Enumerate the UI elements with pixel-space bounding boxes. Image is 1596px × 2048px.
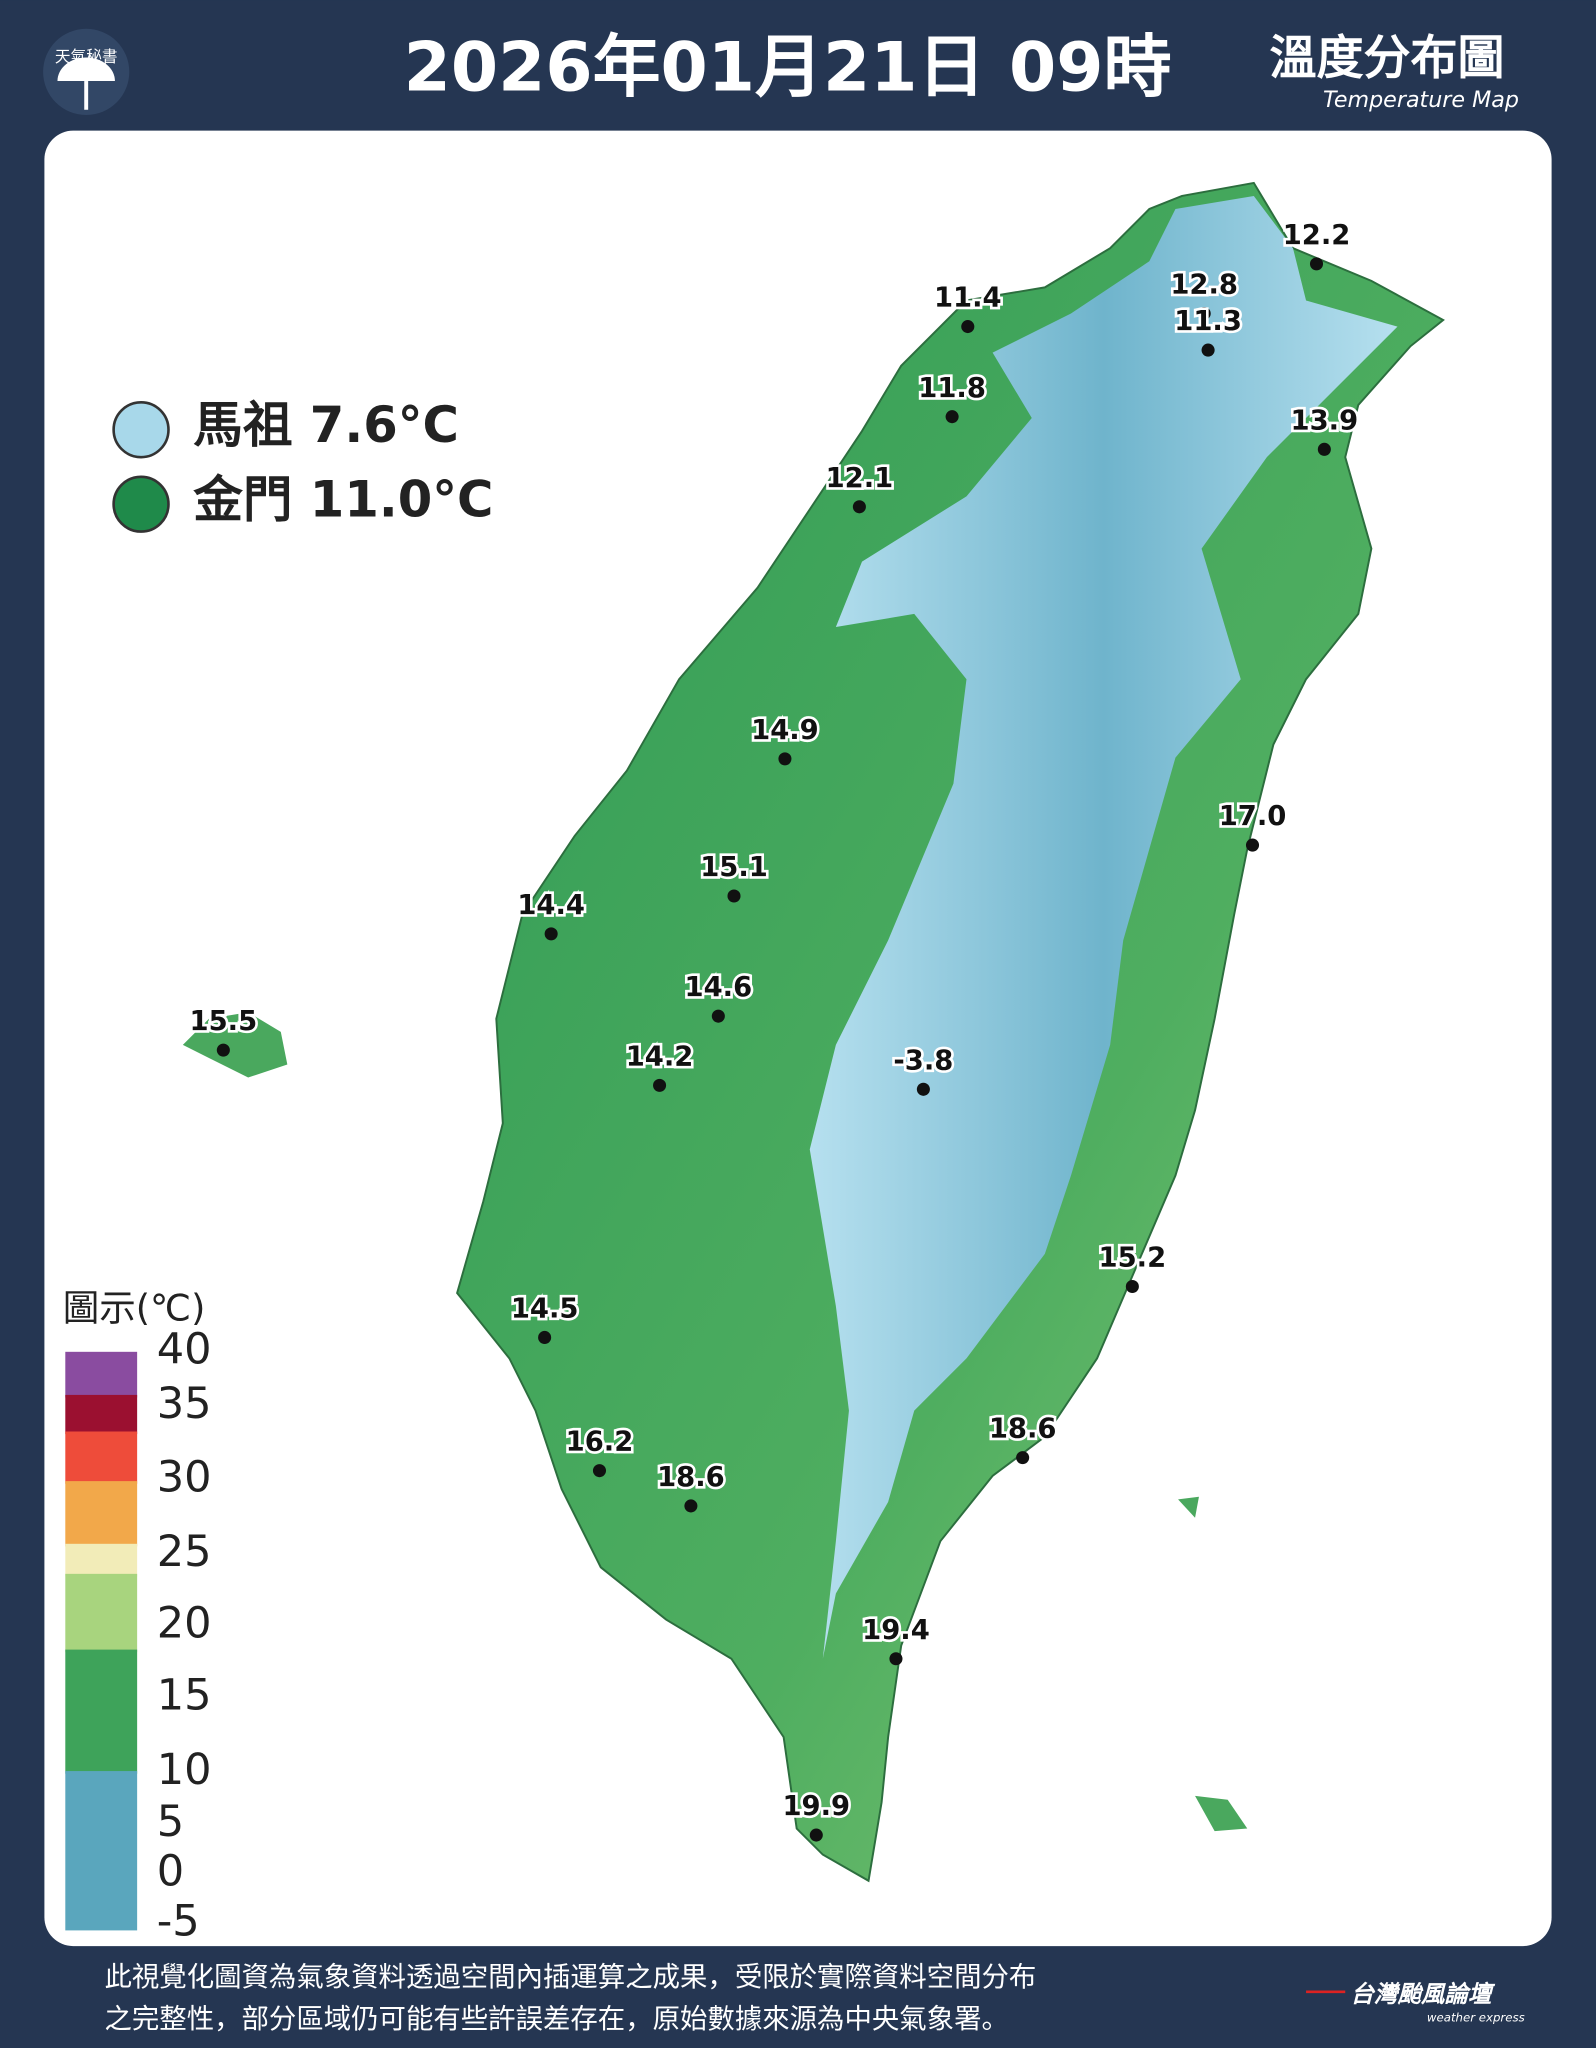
station-dot bbox=[1309, 257, 1324, 271]
station-temp: 15.1 bbox=[700, 852, 768, 883]
legend-tick: 15 bbox=[157, 1670, 212, 1720]
station-temp: 14.4 bbox=[517, 890, 585, 921]
map-title: 溫度分布圖 bbox=[1270, 31, 1505, 86]
station-temp: 17.0 bbox=[1219, 801, 1287, 832]
station-temp: 16.2 bbox=[566, 1427, 634, 1458]
station-dot bbox=[916, 1082, 930, 1096]
cb-cream bbox=[65, 1543, 138, 1577]
station-temp: 12.1 bbox=[826, 463, 894, 494]
station-dot bbox=[1125, 1279, 1139, 1294]
cb-red bbox=[65, 1431, 138, 1484]
brand: 台灣颱風論壇 bbox=[1350, 1980, 1495, 2008]
legend-tick: 0 bbox=[157, 1847, 184, 1897]
station-temp: 15.5 bbox=[190, 1006, 258, 1037]
legend-tick: 30 bbox=[157, 1452, 212, 1502]
cb-lightgreen bbox=[65, 1573, 138, 1653]
legend-tick: 40 bbox=[157, 1324, 212, 1374]
station-temp: 11.8 bbox=[918, 373, 986, 404]
station-temp: 19.4 bbox=[862, 1615, 930, 1646]
legend-title: 圖示(℃) bbox=[63, 1287, 206, 1330]
station-dot bbox=[684, 1499, 698, 1513]
station-temp: 14.6 bbox=[685, 972, 753, 1003]
station-dot bbox=[592, 1464, 607, 1478]
umbrella-icon bbox=[57, 57, 115, 82]
station-dot bbox=[1317, 442, 1331, 456]
brand-sub: weather express bbox=[1427, 2010, 1525, 2024]
station-temp: 12.8 bbox=[1170, 270, 1238, 301]
footer-line: 此視覺化圖資為氣象資料透過空間內插運算之成果，受限於實際資料空間分布 bbox=[104, 1962, 1036, 1993]
legend-tick: 25 bbox=[157, 1527, 212, 1577]
station-temp: 14.5 bbox=[511, 1294, 579, 1325]
kinmen-swatch bbox=[112, 475, 170, 533]
station-temp: 12.2 bbox=[1283, 220, 1351, 251]
footer-line: 之完整性，部分區域仍可能有些許誤差存在，原始數據來源為中央氣象署。 bbox=[104, 2004, 1008, 2035]
logo-text: 天氣秘書 bbox=[55, 47, 118, 66]
legend-tick: 10 bbox=[157, 1745, 212, 1795]
station-temp: 11.4 bbox=[934, 283, 1002, 314]
title: 2026年01月21日 09時 bbox=[404, 28, 1172, 107]
cb-orange bbox=[65, 1481, 138, 1547]
station-dot bbox=[544, 927, 558, 941]
station-dot bbox=[538, 1330, 552, 1344]
station-dot bbox=[961, 320, 975, 334]
station-dot bbox=[1245, 838, 1260, 852]
station-dot bbox=[852, 500, 866, 514]
station-dot bbox=[711, 1009, 725, 1023]
station-dot bbox=[216, 1043, 230, 1057]
station-temp: 14.9 bbox=[751, 715, 819, 746]
station-dot bbox=[1016, 1451, 1030, 1465]
station-temp: 13.9 bbox=[1291, 405, 1359, 436]
station-dot bbox=[778, 752, 792, 766]
station-dot bbox=[727, 889, 741, 903]
cold-mountain-region bbox=[809, 195, 1398, 1659]
station-dot bbox=[1201, 343, 1215, 357]
station-temp: -3.8 bbox=[893, 1045, 953, 1076]
island-label: 馬祖 7.6°C bbox=[193, 396, 459, 454]
station-dot bbox=[945, 410, 959, 424]
station-temp: 15.2 bbox=[1099, 1243, 1167, 1274]
legend-tick: 5 bbox=[157, 1797, 184, 1847]
station-dot bbox=[889, 1652, 903, 1666]
station-temp: 18.6 bbox=[989, 1414, 1057, 1445]
penghu bbox=[182, 1012, 288, 1078]
matsu-swatch bbox=[112, 401, 170, 459]
ludao bbox=[1178, 1496, 1199, 1518]
cb-green bbox=[65, 1649, 138, 1774]
station-dot bbox=[809, 1828, 823, 1842]
station-dot bbox=[653, 1078, 667, 1092]
cb-blue bbox=[65, 1771, 138, 1931]
colorbar bbox=[65, 1351, 138, 1931]
island-label: 金門 11.0°C bbox=[193, 470, 493, 528]
cb-purple bbox=[65, 1351, 138, 1398]
legend-tick: 35 bbox=[157, 1379, 212, 1429]
station-dot bbox=[1197, 306, 1211, 321]
legend-tick: -5 bbox=[157, 1896, 200, 1946]
map-subtitle: Temperature Map bbox=[1323, 87, 1519, 113]
station-temp: 14.2 bbox=[626, 1041, 694, 1072]
station-temp: 19.9 bbox=[782, 1791, 850, 1822]
lanyu bbox=[1195, 1795, 1248, 1832]
station-temp: 11.3 bbox=[1174, 306, 1242, 337]
station-temp: 18.6 bbox=[657, 1462, 725, 1493]
legend-tick: 20 bbox=[157, 1599, 212, 1649]
cb-darkred bbox=[65, 1394, 138, 1435]
